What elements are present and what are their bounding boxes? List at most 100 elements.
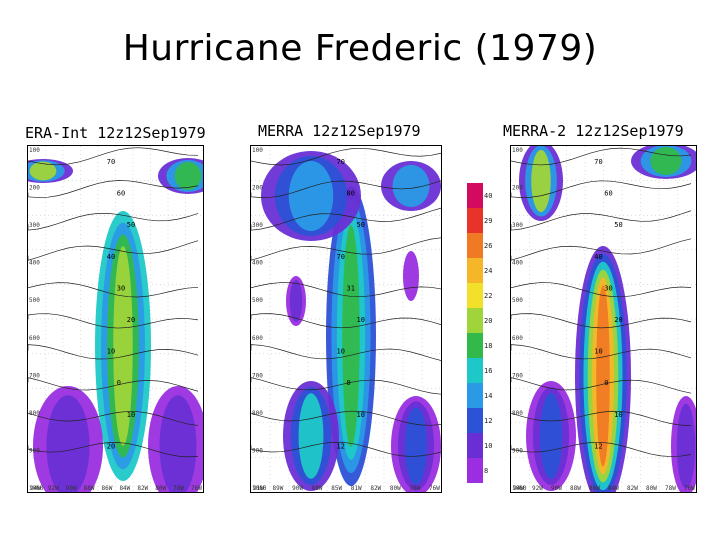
contour-line <box>28 180 199 198</box>
y-tick-label: 900 <box>252 447 263 454</box>
contour-label: 20 <box>127 316 135 324</box>
shaded-region <box>531 149 551 213</box>
y-tick-label: 700 <box>252 372 263 379</box>
contour-label: 70 <box>337 158 345 166</box>
shaded-region <box>342 225 360 447</box>
contour-label: 0 <box>347 379 351 387</box>
contour-label: 70 <box>107 158 115 166</box>
contour-line <box>511 441 692 457</box>
shaded-region <box>159 395 197 492</box>
contour-line <box>511 147 692 166</box>
shaded-region <box>596 285 610 467</box>
x-tick-label: 86W <box>589 485 600 492</box>
contour-label: 10 <box>127 411 135 419</box>
panel-title: MERRA-2 12z12Sep1979 <box>503 122 684 140</box>
contour-line <box>251 147 441 166</box>
contour-line <box>251 282 441 298</box>
contour-label: 10 <box>357 411 365 419</box>
contour-label: 40 <box>107 253 115 261</box>
colorbar <box>467 183 483 483</box>
colorbar-label: 22 <box>484 291 493 300</box>
contour-line <box>511 313 692 329</box>
contour-label: 50 <box>127 221 135 229</box>
colorbar-segment <box>467 208 483 233</box>
colorbar-label: 20 <box>484 316 493 325</box>
contour-label: 30 <box>117 284 125 292</box>
shaded-region <box>403 251 419 301</box>
contour-line <box>28 344 199 360</box>
plot-area: 70 60 50 40 30 20 10 0 10 20 100 200 300 400 500 600 700… <box>27 145 204 493</box>
x-tick-label: 91W <box>253 485 264 492</box>
panel-title: MERRA 12z12Sep1979 <box>258 122 421 140</box>
y-tick-label: 600 <box>29 335 40 342</box>
y-tick-label: 100 <box>512 147 523 154</box>
contour-line <box>251 313 441 329</box>
x-tick-label: 90W <box>551 485 562 492</box>
contour-line <box>251 410 441 426</box>
colorbar-label: 14 <box>484 391 493 400</box>
x-tick-label: 76W <box>191 485 202 492</box>
x-tick-label: 88W <box>312 485 323 492</box>
y-tick-label: 200 <box>252 185 263 192</box>
colorbar-label: 10 <box>484 441 493 450</box>
contour-label: 40 <box>594 253 602 261</box>
x-tick-label: 81W <box>351 485 362 492</box>
colorbar-segment <box>467 358 483 383</box>
shaded-region <box>289 279 303 323</box>
y-tick-label: 800 <box>252 410 263 417</box>
contour-line <box>511 344 692 360</box>
x-tick-label: 94W <box>513 485 524 492</box>
y-tick-label: 1000 <box>512 485 527 492</box>
y-tick-label: 300 <box>252 222 263 229</box>
x-tick-label: 90W <box>66 485 77 492</box>
colorbar-segment <box>467 183 483 208</box>
shaded-region <box>404 407 428 485</box>
x-tick-label: 78W <box>173 485 184 492</box>
y-tick-label: 1000 <box>29 485 44 492</box>
contour-label: 10 <box>614 411 622 419</box>
x-tick-label: 78W <box>409 485 420 492</box>
y-tick-label: 500 <box>512 297 523 304</box>
x-tick-label: 89W <box>273 485 284 492</box>
contour-line <box>28 240 199 261</box>
contour-line <box>511 180 692 198</box>
shaded-region <box>29 161 57 181</box>
x-tick-label: 76W <box>429 485 440 492</box>
shaded-region <box>288 161 334 231</box>
contour-label: 70 <box>594 158 602 166</box>
y-tick-label: 100 <box>252 147 263 154</box>
x-tick-label: 82W <box>627 485 638 492</box>
shaded-region <box>113 246 133 446</box>
y-tick-label: 100 <box>29 147 40 154</box>
x-tick-label: 90W <box>292 485 303 492</box>
contour-line <box>251 377 441 395</box>
contour-line <box>511 282 692 298</box>
contour-label: 10 <box>357 316 365 324</box>
colorbar-segment <box>467 258 483 283</box>
contour-map: 7060504030201001020100200300400500600700… <box>28 146 203 492</box>
contour-line <box>251 237 441 261</box>
contour-line <box>251 207 441 231</box>
y-tick-label: 300 <box>29 222 40 229</box>
y-tick-label: 700 <box>512 372 523 379</box>
contour-line <box>28 213 199 231</box>
colorbar-label: 8 <box>484 466 489 475</box>
panel-title: ERA-Int 12z12Sep1979 <box>25 124 206 142</box>
contour-label: 60 <box>117 190 125 198</box>
x-tick-label: 85W <box>331 485 342 492</box>
x-tick-label: 84W <box>119 485 130 492</box>
y-tick-label: 600 <box>252 335 263 342</box>
colorbar-segment <box>467 308 483 333</box>
contour-line <box>28 377 199 392</box>
y-tick-label: 400 <box>252 260 263 267</box>
contour-label: 12 <box>337 442 345 450</box>
contour-label: 10 <box>107 348 115 356</box>
y-tick-label: 800 <box>29 410 40 417</box>
colorbar-segment <box>467 333 483 358</box>
x-tick-label: 92W <box>532 485 543 492</box>
contour-label: 31 <box>347 284 355 292</box>
y-tick-label: 900 <box>29 447 40 454</box>
contour-line <box>251 344 441 361</box>
contour-line <box>511 410 692 426</box>
y-tick-label: 1000 <box>252 485 267 492</box>
